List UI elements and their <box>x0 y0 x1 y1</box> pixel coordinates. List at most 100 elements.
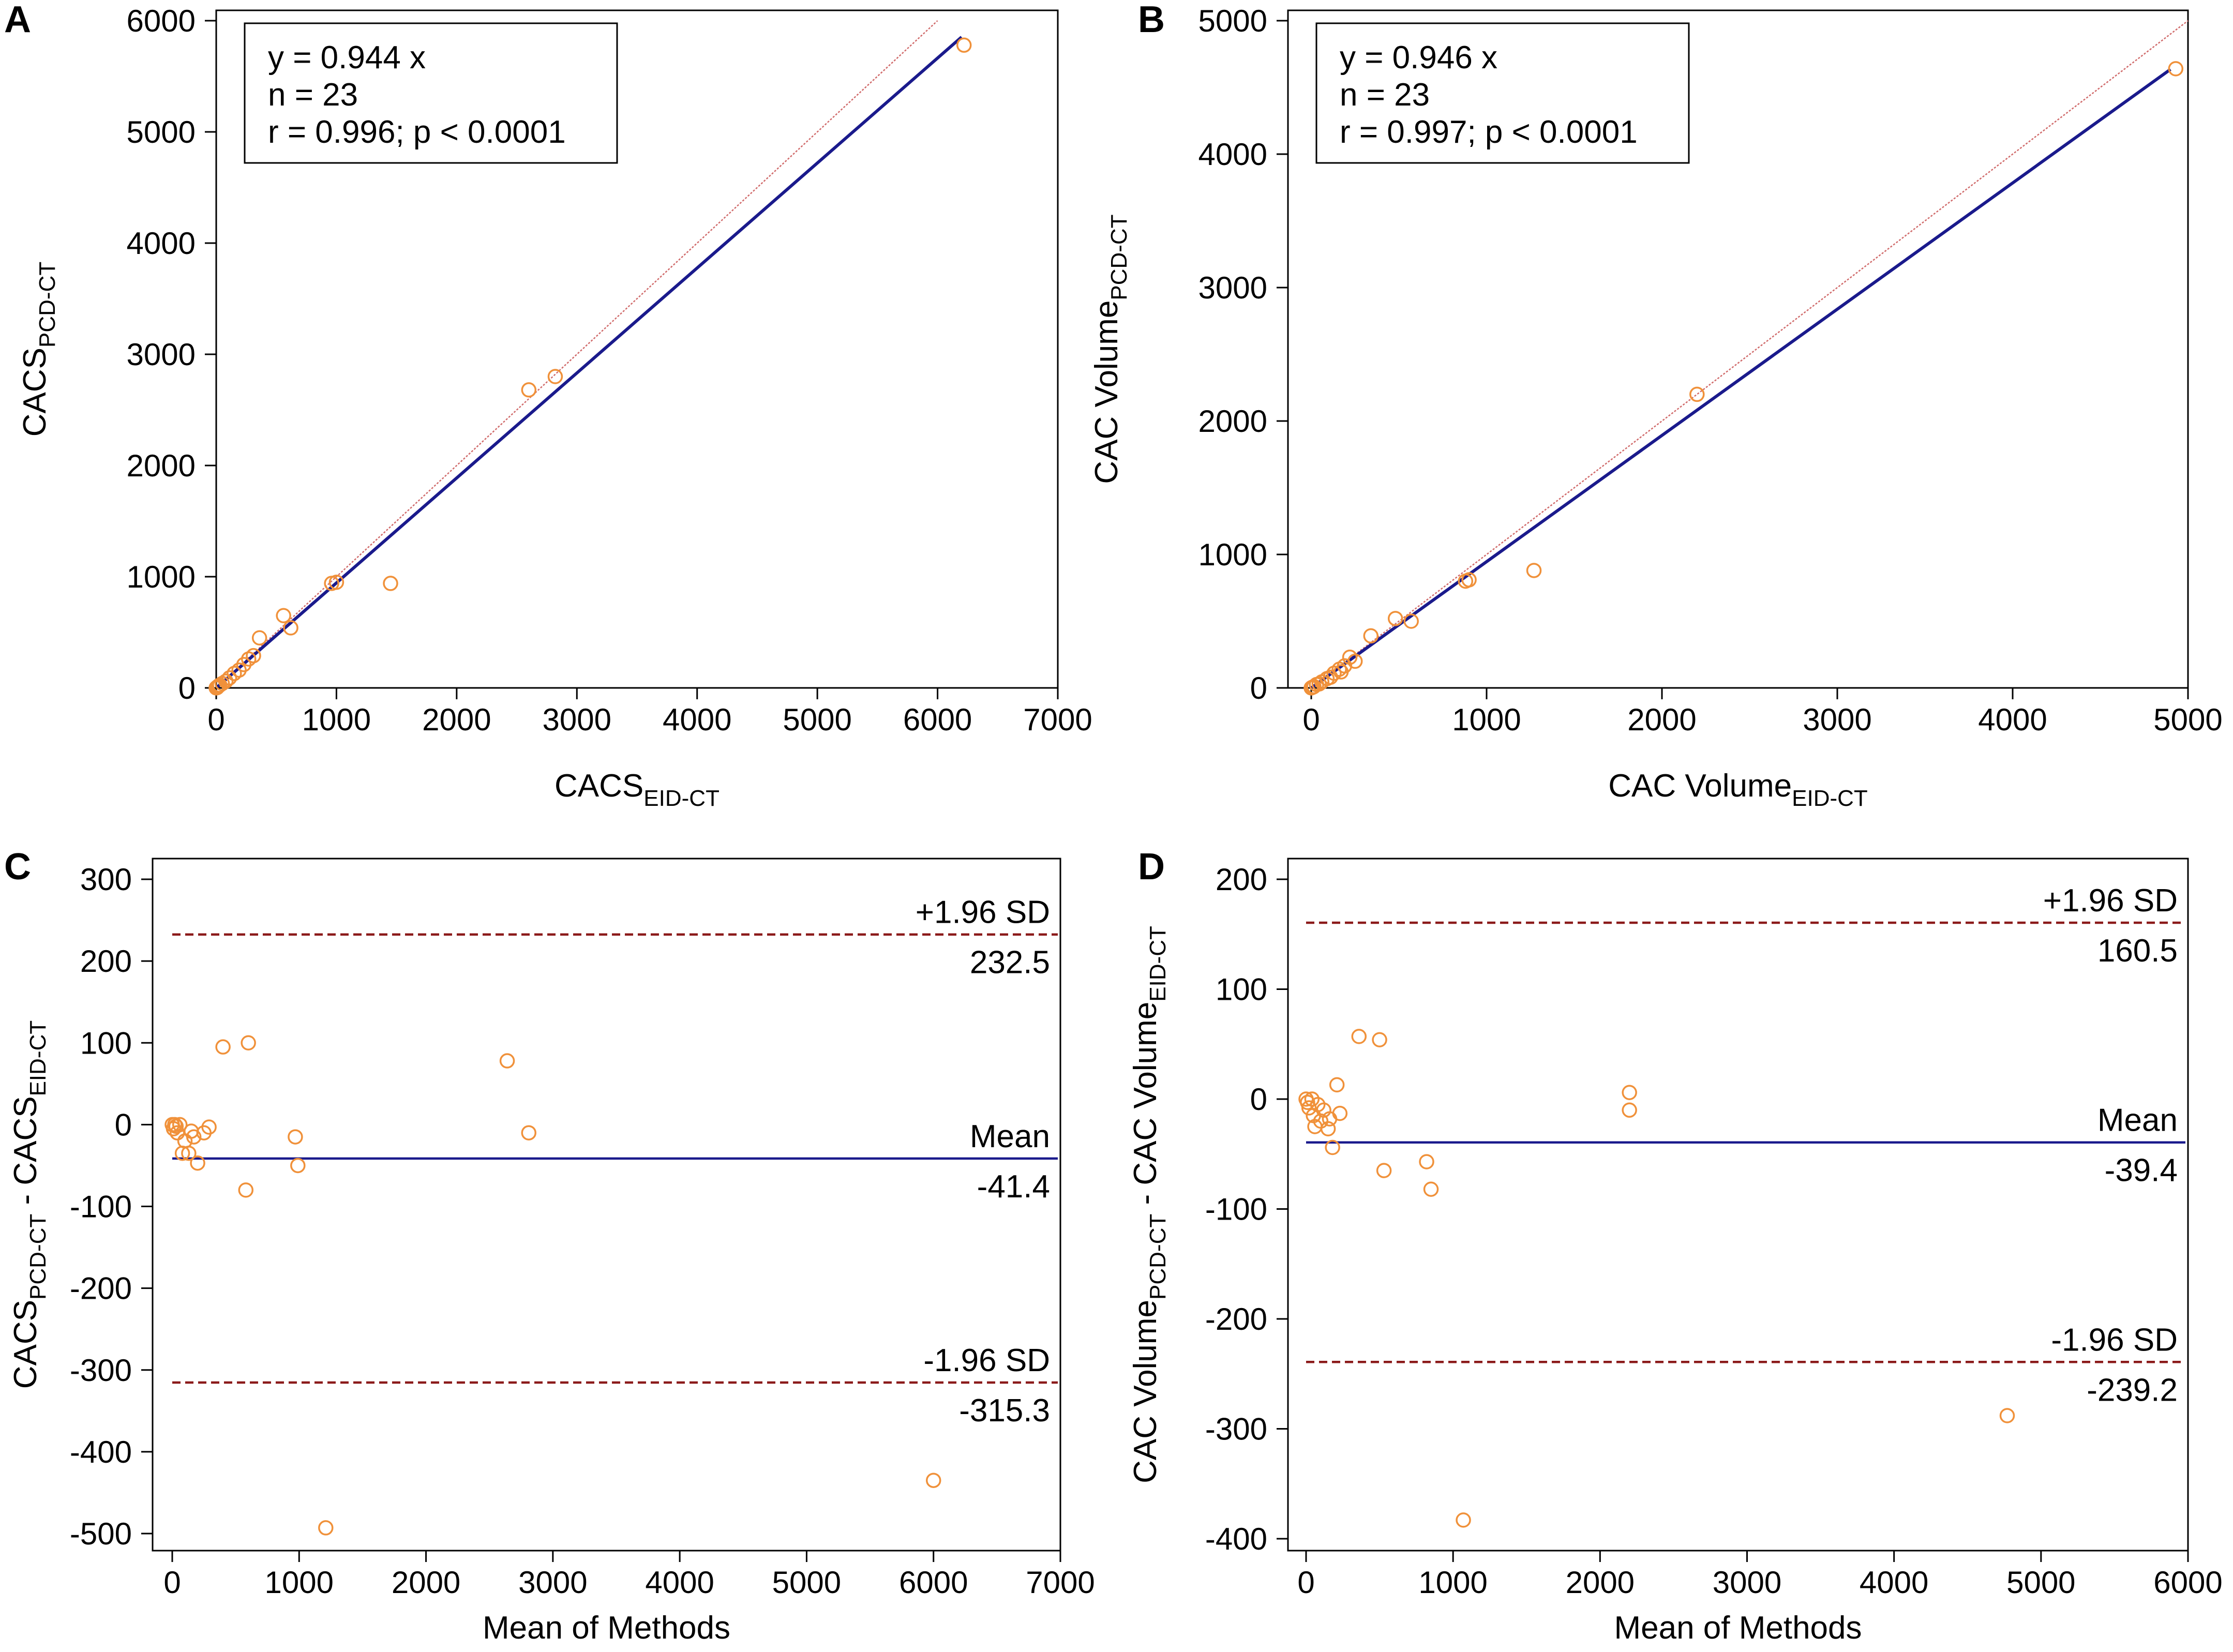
x-tick-label: 7000 <box>1026 1565 1095 1600</box>
x-tick-label: 5000 <box>772 1565 841 1600</box>
y-axis-label-sub: PCD-CT <box>1106 214 1132 300</box>
data-point <box>1376 1163 1392 1178</box>
upper-limit-value: 160.5 <box>2097 933 2178 969</box>
x-tick-label: 1000 <box>1418 1565 1487 1600</box>
panel-a: A 0 1000 2000 3000 4000 5000 6000 7000 0 1000 2000 3… <box>4 0 1092 811</box>
y-axis-label-sub: EID-CT <box>1145 926 1171 1002</box>
y-axis-label-main: CACS <box>17 348 53 437</box>
data-point <box>1325 1139 1340 1155</box>
x-tick-label: 0 <box>163 1565 181 1600</box>
plot-frame <box>1287 858 2189 1552</box>
data-point <box>1526 563 1542 578</box>
y-axis-label-part: - CACS <box>8 1096 43 1213</box>
data-point <box>166 1121 182 1137</box>
data-point <box>1387 611 1403 626</box>
y-tick-label: 0 <box>115 1107 132 1142</box>
x-tick-label: 3000 <box>543 702 611 737</box>
x-tick-label: 0 <box>207 702 224 737</box>
data-point <box>276 608 291 623</box>
y-tick-label: 6000 <box>127 4 196 38</box>
data-point <box>383 576 398 591</box>
data-point <box>547 369 563 384</box>
data-point <box>1999 1408 2015 1423</box>
x-tick-label: 5000 <box>783 702 851 737</box>
data-point <box>283 620 298 636</box>
panel-letter: C <box>4 846 31 888</box>
data-point <box>328 575 344 590</box>
data-point <box>2168 61 2184 77</box>
data-point <box>1329 1077 1345 1093</box>
upper-limit-label: +1.96 SD <box>916 895 1050 930</box>
stats-box <box>1315 22 1690 164</box>
upper-limit-label: +1.96 SD <box>2043 883 2178 919</box>
data-point <box>1300 1094 1315 1110</box>
x-tick-label: 5000 <box>2006 1565 2075 1600</box>
data-point <box>221 670 237 686</box>
data-point <box>956 37 972 53</box>
panel-letter: A <box>4 0 31 40</box>
x-tick-label: 6000 <box>899 1565 968 1600</box>
plot-frame <box>152 858 1061 1552</box>
x-tick-label: 2000 <box>1566 1565 1635 1600</box>
y-axis-label: CACSPCD-CT - CACSEID-CT <box>8 1020 51 1389</box>
identity-line <box>1311 20 2189 688</box>
data-point <box>1423 1181 1439 1197</box>
x-axis-label: Mean of Methods <box>483 1610 730 1646</box>
data-point <box>1622 1102 1637 1118</box>
x-tick-label: 7000 <box>1023 702 1092 737</box>
data-point <box>1372 1032 1387 1047</box>
y-tick-label: 5000 <box>1198 4 1267 38</box>
data-point <box>215 1039 231 1055</box>
mean-value: -39.4 <box>2105 1153 2178 1189</box>
x-axis-label: CAC VolumeEID-CT <box>1608 768 1868 811</box>
stats-box <box>244 22 618 164</box>
x-tick-label: 2000 <box>422 702 491 737</box>
data-point <box>201 1119 217 1135</box>
data-point <box>184 1123 199 1139</box>
mean-label: Mean <box>970 1119 1050 1154</box>
stats-line: r = 0.996; p < 0.0001 <box>268 114 566 150</box>
mean-label: Mean <box>2097 1103 2178 1138</box>
x-tick-label: 0 <box>1297 1565 1314 1600</box>
data-point <box>190 1155 205 1171</box>
lower-limit-value: -239.2 <box>2087 1372 2178 1408</box>
data-point <box>925 1473 941 1488</box>
data-point <box>1456 1512 1471 1528</box>
x-axis-label-main: CACS <box>554 768 643 804</box>
y-axis-label-main: CAC Volume <box>1089 301 1125 484</box>
panel-letter: D <box>1138 846 1165 888</box>
data-point <box>1322 1111 1338 1127</box>
x-tick-label: 4000 <box>663 702 731 737</box>
lower-limit-value: -315.3 <box>959 1393 1050 1429</box>
regression-line <box>1310 68 2171 689</box>
data-point <box>251 630 267 645</box>
y-axis-label-sub: EID-CT <box>25 1020 51 1097</box>
y-axis-label-part: - CAC Volume <box>1128 1002 1163 1214</box>
data-point <box>499 1053 515 1069</box>
x-tick-label: 3000 <box>1713 1565 1781 1600</box>
x-tick-label: 1000 <box>265 1565 334 1600</box>
x-tick-label: 1000 <box>302 702 371 737</box>
x-tick-label: 2000 <box>392 1565 460 1600</box>
y-tick-label: 300 <box>80 862 132 897</box>
y-tick-label: 3000 <box>127 337 196 372</box>
x-tick-label: 4000 <box>645 1565 714 1600</box>
y-tick-label: -100 <box>1205 1192 1267 1227</box>
data-point <box>1363 628 1379 644</box>
y-tick-label: -500 <box>70 1516 132 1551</box>
y-tick-label: 1000 <box>1198 537 1267 572</box>
y-tick-label: -400 <box>70 1435 132 1469</box>
data-point <box>241 1035 256 1050</box>
y-axis-label-sub: PCD-CT <box>35 262 60 348</box>
data-point <box>290 1158 306 1174</box>
y-axis-label-sub: PCD-CT <box>1145 1214 1171 1300</box>
panel-d: D0 1000 2000 3000 4000 5000 60002001000-100-20… <box>1128 846 2223 1646</box>
y-tick-label: 200 <box>1216 862 1267 897</box>
panel-letter: B <box>1138 0 1165 40</box>
data-point <box>168 1118 184 1134</box>
data-point <box>1419 1154 1434 1169</box>
x-axis-label-main: CAC Volume <box>1608 768 1792 804</box>
x-tick-label: 0 <box>1302 702 1320 737</box>
chart-root: A0 1000 2000 3000 4000 5000 6000 70000100020003… <box>4 0 2223 1646</box>
y-tick-label: 5000 <box>127 115 196 149</box>
